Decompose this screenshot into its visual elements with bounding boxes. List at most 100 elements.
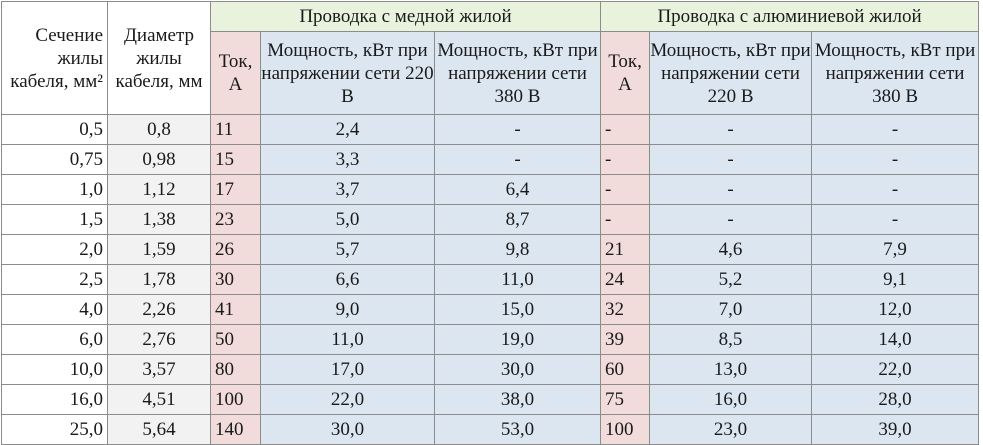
cell-aluminum-power-220: 16,0 bbox=[649, 384, 813, 415]
cell-diameter: 1,12 bbox=[107, 174, 211, 205]
cell-section: 25,0 bbox=[1, 414, 108, 445]
cell-diameter: 1,59 bbox=[107, 234, 211, 265]
cell-aluminum-power-380: 14,0 bbox=[811, 324, 980, 355]
header-copper-power-220: Мощность, кВт при напряжении сети 220 В bbox=[260, 31, 435, 115]
cell-copper-power-380: - bbox=[433, 144, 602, 175]
cell-aluminum-power-220: - bbox=[649, 174, 813, 205]
cell-copper-power-380: 15,0 bbox=[433, 294, 602, 325]
cell-aluminum-current: 24 bbox=[600, 264, 651, 295]
cell-copper-power-220: 17,0 bbox=[260, 354, 435, 385]
cell-copper-power-220: 6,6 bbox=[260, 264, 435, 295]
cell-copper-current: 140 bbox=[210, 414, 261, 445]
cell-copper-current: 15 bbox=[210, 144, 261, 175]
cell-section: 4,0 bbox=[1, 294, 108, 325]
cell-diameter: 0,8 bbox=[107, 114, 211, 145]
cell-copper-current: 11 bbox=[210, 114, 261, 145]
cell-aluminum-power-220: 7,0 bbox=[649, 294, 813, 325]
cell-section: 1,0 bbox=[1, 174, 108, 205]
cell-section: 0,75 bbox=[1, 144, 108, 175]
cell-copper-power-380: 11,0 bbox=[433, 264, 602, 295]
cell-aluminum-power-380: 9,1 bbox=[811, 264, 980, 295]
cell-copper-power-220: 9,0 bbox=[260, 294, 435, 325]
table-row: 16,0 4,51 100 22,0 38,0 75 16,0 28,0 bbox=[1, 384, 980, 415]
cell-aluminum-current: - bbox=[600, 174, 651, 205]
table-row: 1,5 1,38 23 5,0 8,7- - - bbox=[1, 204, 980, 235]
header-copper-power-380: Мощность, кВт при напряжении сети 380 В bbox=[433, 31, 602, 115]
cell-copper-power-220: 22,0 bbox=[260, 384, 435, 415]
cell-copper-power-220: 5,0 bbox=[260, 204, 435, 235]
header-copper-group: Проводка с медной жилой bbox=[209, 1, 602, 32]
cell-aluminum-power-380: 22,0 bbox=[811, 354, 980, 385]
header-aluminum-current: Ток, А bbox=[600, 31, 651, 115]
cell-aluminum-power-380: 39,0 bbox=[811, 414, 980, 445]
cell-copper-current: 100 bbox=[210, 384, 261, 415]
cell-diameter: 1,78 bbox=[107, 264, 211, 295]
cell-diameter: 2,76 bbox=[107, 324, 211, 355]
cell-diameter: 5,64 bbox=[107, 414, 211, 445]
header-copper-current: Ток, А bbox=[210, 31, 261, 115]
cell-aluminum-power-220: - bbox=[649, 114, 813, 145]
cell-section: 10,0 bbox=[1, 354, 108, 385]
cell-copper-power-220: 3,7 bbox=[260, 174, 435, 205]
cell-aluminum-current: 32 bbox=[600, 294, 651, 325]
cell-aluminum-power-220: - bbox=[649, 144, 813, 175]
cell-section: 2,0 bbox=[1, 234, 108, 265]
cell-copper-power-380: 53,0 bbox=[433, 414, 602, 445]
table-row: 0,5 0,8 11 2,4- - - - bbox=[1, 114, 980, 145]
cell-diameter: 0,98 bbox=[107, 144, 211, 175]
cell-copper-current: 17 bbox=[210, 174, 261, 205]
table-row: 2,5 1,78 30 6,6 11,0 24 5,2 9,1 bbox=[1, 264, 980, 295]
cell-section: 6,0 bbox=[1, 324, 108, 355]
cell-copper-power-220: 2,4 bbox=[260, 114, 435, 145]
cell-aluminum-power-380: 12,0 bbox=[811, 294, 980, 325]
cell-copper-power-380: 6,4 bbox=[433, 174, 602, 205]
cell-diameter: 2,26 bbox=[107, 294, 211, 325]
cell-aluminum-power-380: 28,0 bbox=[811, 384, 980, 415]
header-aluminum-group: Проводка с алюминиевой жилой bbox=[600, 1, 980, 32]
cell-diameter: 3,57 bbox=[107, 354, 211, 385]
header-aluminum-power-220: Мощность, кВт при напряжении сети 220 В bbox=[649, 31, 813, 115]
cell-section: 2,5 bbox=[1, 264, 108, 295]
cell-aluminum-current: 39 bbox=[600, 324, 651, 355]
cell-aluminum-power-380: 7,9 bbox=[811, 234, 980, 265]
cell-copper-power-220: 3,3 bbox=[260, 144, 435, 175]
table-row: 10,0 3,57 80 17,0 30,0 60 13,0 22,0 bbox=[1, 354, 980, 385]
cell-section: 0,5 bbox=[1, 114, 108, 145]
cell-diameter: 1,38 bbox=[107, 204, 211, 235]
cell-aluminum-current: 60 bbox=[600, 354, 651, 385]
cell-aluminum-power-220: 4,6 bbox=[649, 234, 813, 265]
cell-aluminum-power-380: - bbox=[811, 204, 980, 235]
cell-copper-power-380: 30,0 bbox=[433, 354, 602, 385]
cell-aluminum-current: 21 bbox=[600, 234, 651, 265]
table-row: 6,0 2,76 50 11,0 19,0 39 8,5 14,0 bbox=[1, 324, 980, 355]
table-row: 0,75 0,98 15 3,3- - - - bbox=[1, 144, 980, 175]
cell-copper-power-220: 5,7 bbox=[260, 234, 435, 265]
cell-copper-current: 26 bbox=[210, 234, 261, 265]
cell-aluminum-current: - bbox=[600, 114, 651, 145]
table-row: 25,0 5,64 140 30,0 53,0 100 23,0 39,0 bbox=[1, 414, 980, 445]
cell-aluminum-power-220: 13,0 bbox=[649, 354, 813, 385]
cell-copper-current: 30 bbox=[210, 264, 261, 295]
header-section: Сечение жилы кабеля, мм² bbox=[1, 1, 108, 115]
cell-copper-power-220: 30,0 bbox=[260, 414, 435, 445]
cell-diameter: 4,51 bbox=[107, 384, 211, 415]
cell-aluminum-current: 75 bbox=[600, 384, 651, 415]
cell-aluminum-power-380: - bbox=[811, 114, 980, 145]
cell-copper-power-380: - bbox=[433, 114, 602, 145]
table-row: 4,0 2,26 41 9,0 15,0 32 7,0 12,0 bbox=[1, 294, 980, 325]
cell-copper-current: 41 bbox=[210, 294, 261, 325]
cell-aluminum-power-380: - bbox=[811, 144, 980, 175]
cell-aluminum-current: 100 bbox=[600, 414, 651, 445]
header-aluminum-power-380: Мощность, кВт при напряжении сети 380 В bbox=[811, 31, 980, 115]
header-diameter: Диаметр жилы кабеля, мм bbox=[107, 1, 211, 115]
cell-aluminum-current: - bbox=[600, 144, 651, 175]
cell-aluminum-power-220: 5,2 bbox=[649, 264, 813, 295]
cell-aluminum-power-380: - bbox=[811, 174, 980, 205]
cell-aluminum-power-220: - bbox=[649, 204, 813, 235]
table-row: 1,0 1,12 17 3,7 6,4- - - bbox=[1, 174, 980, 205]
cell-copper-current: 23 bbox=[210, 204, 261, 235]
table-row: 2,0 1,59 26 5,7 9,8 21 4,6 7,9 bbox=[1, 234, 980, 265]
cell-copper-current: 80 bbox=[210, 354, 261, 385]
cell-copper-power-380: 9,8 bbox=[433, 234, 602, 265]
